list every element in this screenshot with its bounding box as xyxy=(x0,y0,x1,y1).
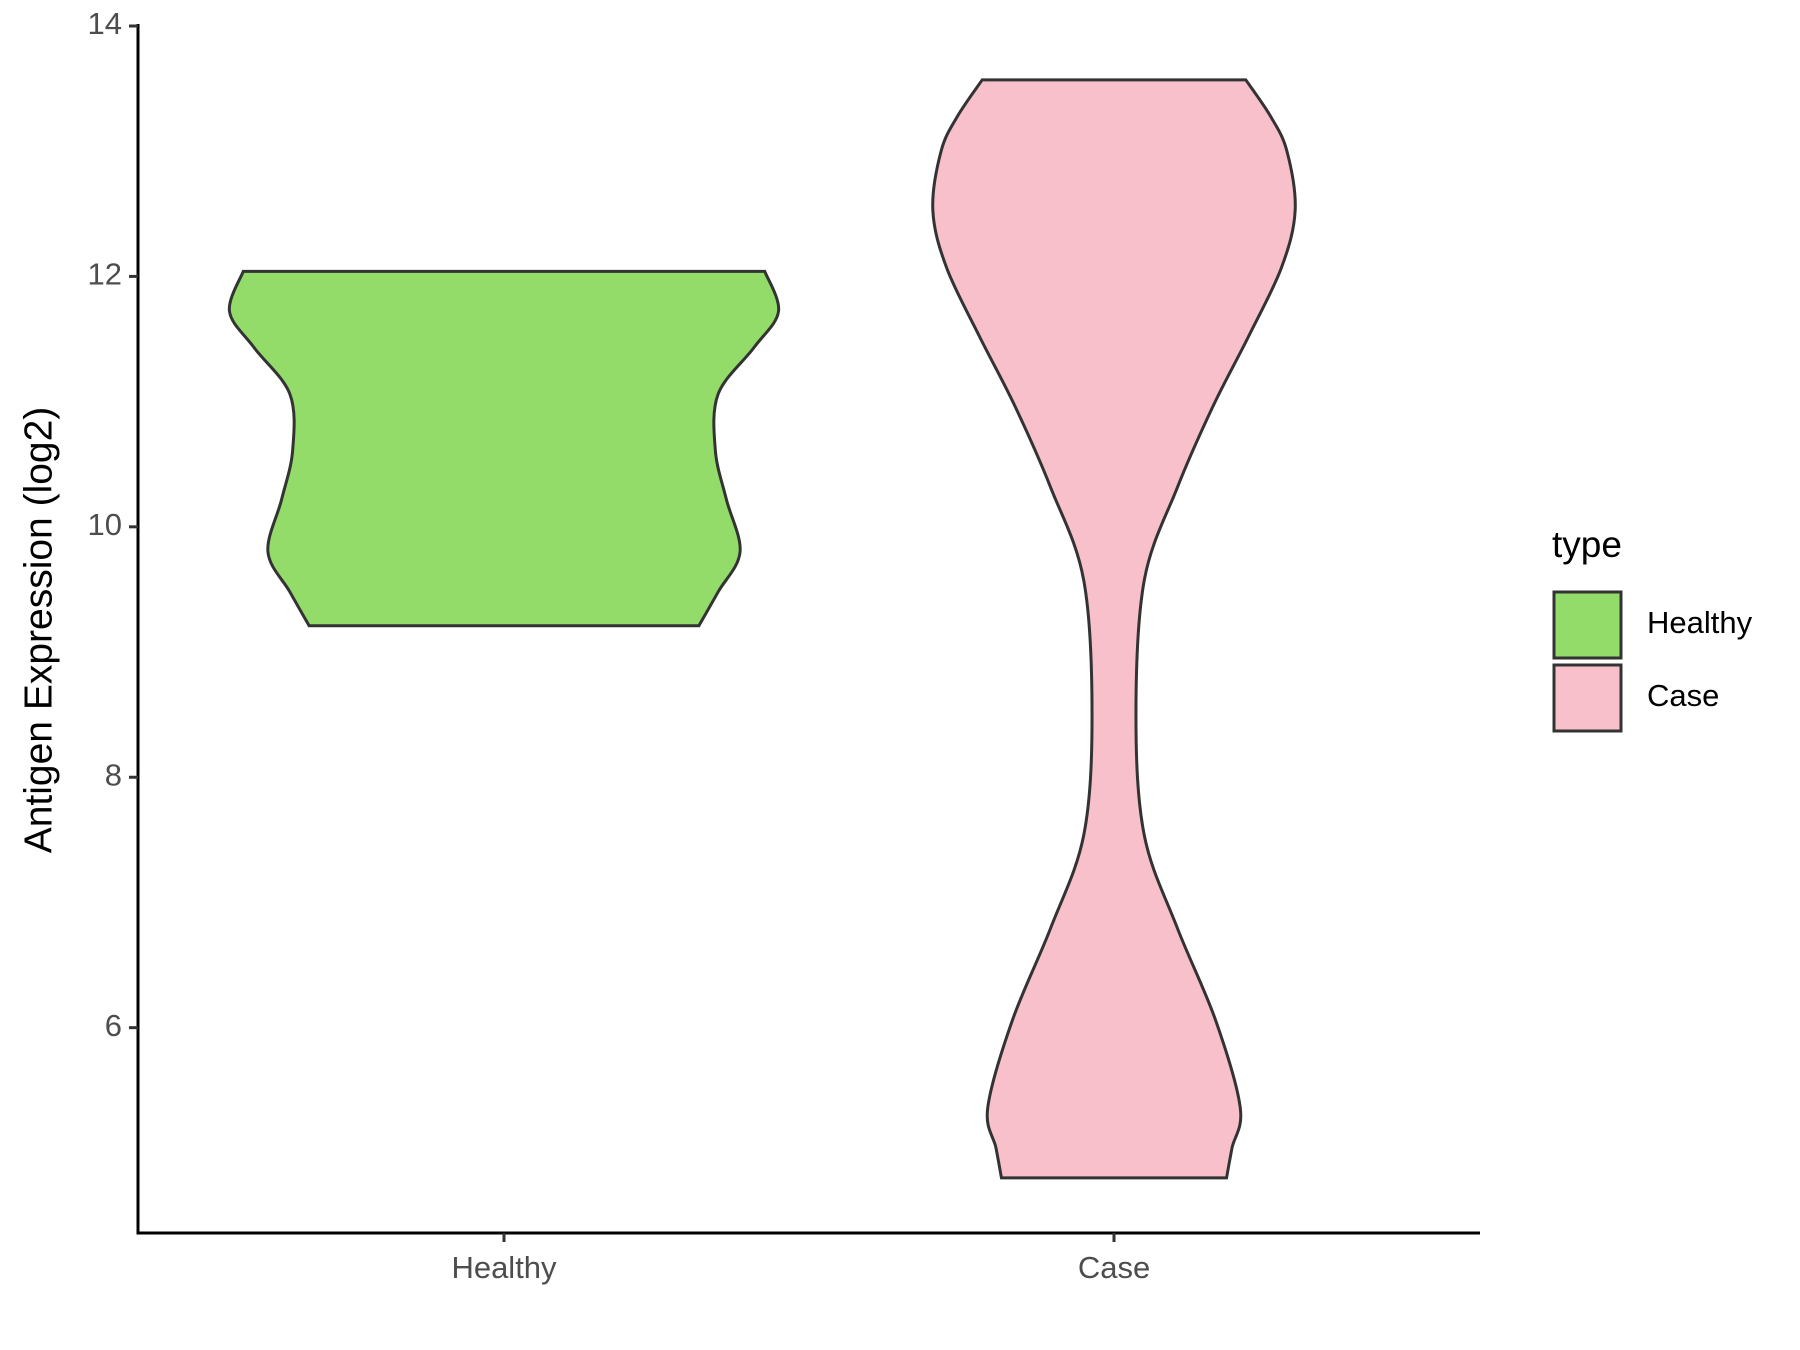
legend-label: Case xyxy=(1647,678,1719,713)
x-tick-label: Case xyxy=(1078,1250,1150,1285)
x-tick-label: Healthy xyxy=(451,1250,557,1285)
legend-label: Healthy xyxy=(1647,605,1753,640)
y-axis-title: Antigen Expression (log2) xyxy=(17,407,60,854)
violin xyxy=(227,269,781,628)
violin xyxy=(931,78,1297,1180)
y-tick-label: 6 xyxy=(105,1008,122,1043)
y-tick-label: 8 xyxy=(105,757,122,792)
legend-title: type xyxy=(1552,524,1622,565)
legend-key xyxy=(1552,663,1623,733)
y-tick-label: 12 xyxy=(88,257,122,292)
y-tick-label: 14 xyxy=(88,6,122,41)
legend-key xyxy=(1552,590,1623,660)
y-tick-label: 10 xyxy=(88,507,122,542)
